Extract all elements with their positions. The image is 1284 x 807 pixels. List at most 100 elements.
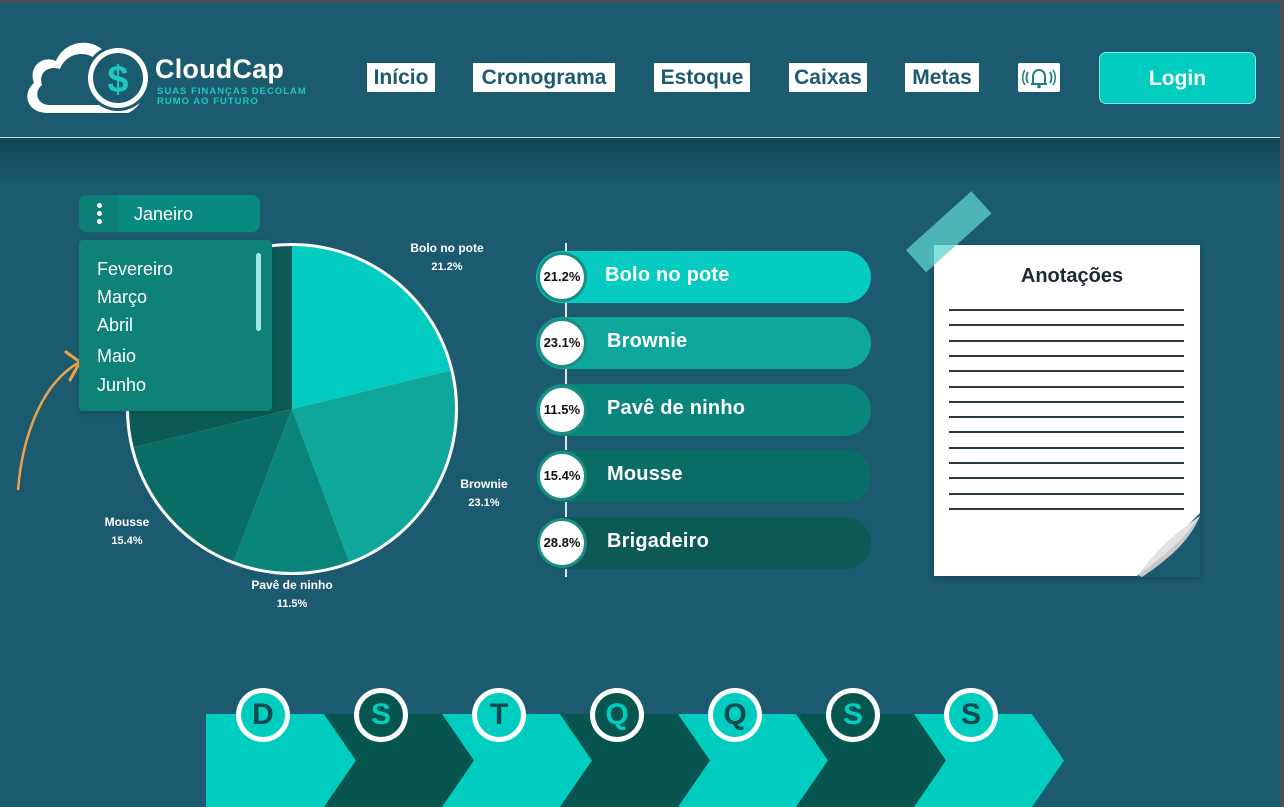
legend-pct-badge: 23.1%	[537, 318, 587, 368]
week-day-letter: D	[241, 693, 285, 737]
week-day-5[interactable]: S	[826, 688, 880, 742]
kebab-menu-icon[interactable]	[79, 195, 119, 232]
week-day-letter: Q	[713, 693, 757, 737]
pie-label-name: Brownie	[460, 477, 508, 491]
kebab-dot	[97, 219, 102, 224]
month-dropdown-list: Fevereiro Março Abril Maio Junho	[79, 240, 272, 411]
header-shadow	[0, 138, 1280, 186]
legend-item-bolo-no-pote[interactable]: 21.2% Bolo no pote	[536, 251, 871, 303]
pie-label-value: 11.5%	[277, 598, 308, 610]
legend-pct-badge: 11.5%	[537, 385, 587, 435]
week-day-letter: S	[359, 693, 403, 737]
legend-item-label: Pavê de ninho	[607, 397, 746, 419]
svg-text:$: $	[107, 59, 128, 101]
dropdown-scrollbar[interactable]	[256, 253, 261, 331]
month-option-marco[interactable]: Março	[97, 287, 148, 307]
nav-inicio[interactable]: Início	[367, 63, 435, 92]
nav-caixas[interactable]: Caixas	[789, 63, 867, 92]
pie-label-name: Pavê de ninho	[251, 578, 332, 592]
week-chevron	[206, 714, 356, 807]
week-day-letter: S	[949, 693, 993, 737]
week-chevron	[914, 714, 1064, 807]
pie-slice-bolo-no-pote[interactable]	[292, 246, 451, 409]
legend-item-label: Mousse	[607, 463, 683, 485]
week-day-letter: Q	[595, 693, 639, 737]
week-day-6[interactable]: S	[944, 688, 998, 742]
brand-tagline-line1: SUAS FINANÇAS DECOLAM	[157, 86, 307, 97]
nav-estoque[interactable]: Estoque	[654, 63, 750, 92]
month-option-abril[interactable]: Abril	[97, 315, 134, 335]
login-button[interactable]: Login	[1099, 52, 1256, 104]
legend-pct-badge: 15.4%	[537, 451, 587, 501]
notes-line[interactable]	[949, 446, 1184, 449]
kebab-dot	[97, 203, 102, 208]
pie-slice-mousse[interactable]	[133, 409, 292, 562]
pie-label-value: 15.4%	[111, 535, 142, 547]
header-divider	[0, 137, 1280, 138]
nav-metas[interactable]: Metas	[905, 63, 979, 92]
week-day-letter: T	[477, 693, 521, 737]
pie-slice-brownie[interactable]	[292, 370, 455, 562]
week-chevron	[560, 714, 710, 807]
month-current-value: Janeiro	[134, 204, 194, 224]
notes-line[interactable]	[949, 462, 1184, 464]
notes-line[interactable]	[949, 309, 1184, 311]
week-day-3[interactable]: Q	[590, 688, 644, 742]
month-option-fevereiro[interactable]: Fevereiro	[97, 259, 174, 279]
month-select[interactable]: Janeiro	[79, 195, 260, 232]
brand-tagline-line2: RUMO AO FUTURO	[157, 96, 259, 107]
annotation-arrow	[16, 361, 79, 491]
month-option-maio[interactable]: Maio	[97, 346, 137, 366]
notes-line[interactable]	[949, 507, 1184, 510]
notes-line[interactable]	[949, 370, 1184, 373]
week-day-4[interactable]: Q	[708, 688, 762, 742]
legend-item-label: Brownie	[607, 330, 688, 352]
week-chevron	[678, 714, 828, 807]
legend-item-brigadeiro[interactable]: 28.8% Brigadeiro	[536, 517, 871, 569]
notes-title: Anotações	[1020, 265, 1124, 287]
legend-item-pave-de-ninho[interactable]: 11.5% Pavê de ninho	[536, 384, 871, 436]
notes-line[interactable]	[949, 416, 1184, 419]
legend-item-label: Brigadeiro	[607, 530, 710, 552]
month-option-junho[interactable]: Junho	[97, 375, 147, 395]
week-chevron	[796, 714, 946, 807]
legend-pct-badge: 21.2%	[537, 252, 587, 302]
notes-line[interactable]	[949, 339, 1184, 342]
notes-card[interactable]: Anotações	[934, 245, 1200, 576]
kebab-dot	[97, 211, 102, 216]
nav-cronograma[interactable]: Cronograma	[473, 63, 615, 92]
logo[interactable]: $ CloudCap SUAS FINANÇAS DECOLAM RUMO AO…	[20, 35, 330, 119]
legend-item-label: Bolo no pote	[605, 264, 730, 286]
pie-slice-pav-de-ninho[interactable]	[233, 409, 350, 572]
legend-item-mousse[interactable]: 15.4% Mousse	[536, 450, 871, 502]
week-day-2[interactable]: T	[472, 688, 526, 742]
window-frame-top	[0, 0, 1284, 3]
pie-label-value: 23.1%	[468, 497, 499, 509]
week-day-1[interactable]: S	[354, 688, 408, 742]
pie-label-value: 21.2%	[431, 261, 462, 273]
brand-tagline: SUAS FINANÇAS DECOLAM RUMO AO FUTURO	[157, 87, 337, 107]
notes-line[interactable]	[949, 400, 1184, 403]
pie-label-name: Mousse	[105, 515, 150, 529]
week-chevron	[324, 714, 474, 807]
cloud-logo-icon: $	[27, 42, 151, 113]
notes-line[interactable]	[949, 431, 1184, 434]
week-chevron	[442, 714, 592, 807]
notifications-button[interactable]	[1018, 63, 1060, 92]
legend-item-brownie[interactable]: 23.1% Brownie	[536, 317, 871, 369]
notes-line[interactable]	[949, 324, 1184, 327]
bell-ringing-icon	[1022, 68, 1056, 89]
brand-name: CloudCap	[155, 54, 285, 84]
notes-line[interactable]	[949, 492, 1184, 495]
notes-line[interactable]	[949, 477, 1184, 480]
notes-line[interactable]	[949, 385, 1184, 388]
week-day-0[interactable]: D	[236, 688, 290, 742]
header: $ CloudCap SUAS FINANÇAS DECOLAM RUMO AO…	[0, 3, 1280, 137]
pie-labels: Bolo no pote 21.2% Brownie 23.1% Pavê de nin…	[105, 241, 508, 610]
window-frame-right	[1280, 0, 1284, 807]
pie-label-name: Bolo no pote	[410, 241, 484, 255]
week-day-letter: S	[831, 693, 875, 737]
notes-line[interactable]	[949, 354, 1184, 357]
legend-pct-badge: 28.8%	[537, 518, 587, 568]
